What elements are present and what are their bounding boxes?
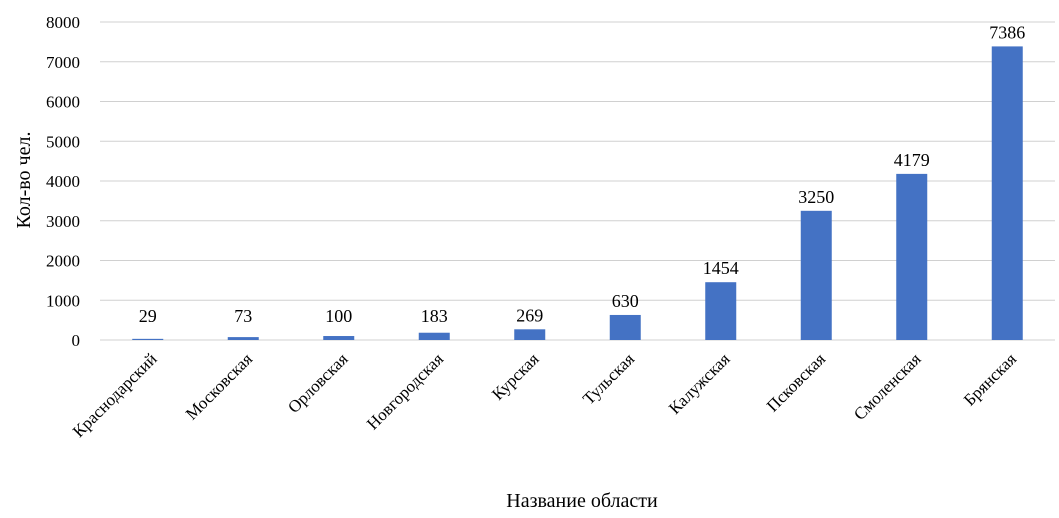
category-label: Московская: [182, 349, 256, 423]
category-label: Тульская: [579, 349, 638, 408]
y-tick-label: 4000: [46, 172, 80, 191]
category-label: Новгородская: [363, 349, 447, 433]
category-label: Псковская: [763, 349, 829, 415]
x-axis-title: Название области: [506, 490, 658, 512]
data-label: 7386: [989, 22, 1025, 42]
data-label: 269: [516, 305, 543, 325]
bar: [227, 337, 259, 340]
bar: [800, 210, 832, 340]
category-label: Смоленская: [850, 349, 925, 424]
data-label: 1454: [703, 258, 739, 278]
gridlines: [100, 21, 1055, 341]
category-label: Калужская: [665, 349, 734, 418]
y-tick-label: 3000: [46, 212, 80, 231]
bar: [896, 173, 928, 340]
bar: [323, 336, 355, 340]
data-label: 630: [612, 291, 639, 311]
bar: [514, 329, 546, 340]
bar: [705, 282, 737, 340]
data-label: 73: [234, 306, 252, 326]
bar: [132, 338, 164, 340]
y-tick-label: 2000: [46, 252, 80, 271]
y-tick-label: 6000: [46, 93, 80, 112]
data-label: 3250: [798, 187, 834, 207]
bar: [418, 332, 450, 340]
y-tick-label: 5000: [46, 132, 80, 151]
bar: [991, 46, 1023, 341]
category-label: Краснодарский: [69, 349, 161, 441]
bars: [132, 46, 1023, 341]
x-axis-categories: Краснодарский Московская Орловская Новгород…: [69, 349, 1020, 441]
data-label: 29: [139, 306, 157, 326]
data-label: 183: [421, 306, 448, 326]
y-tick-label: 1000: [46, 291, 80, 310]
category-label: Курская: [488, 349, 543, 404]
y-tick-label: 7000: [46, 53, 80, 72]
data-label: 100: [325, 306, 352, 326]
data-label: 4179: [894, 150, 930, 170]
y-tick-label: 0: [72, 331, 81, 350]
data-labels: 29 73 100 183 269 630 1454 3250 4179 7386: [139, 22, 1026, 326]
y-axis-title: Кол-во чел.: [13, 132, 35, 229]
category-label: Брянская: [960, 349, 1020, 409]
y-axis-ticks: 0 1000 2000 3000 4000 5000 6000 7000 8000: [46, 13, 80, 350]
bar: [609, 314, 641, 340]
y-tick-label: 8000: [46, 13, 80, 32]
category-label: Орловская: [284, 349, 352, 417]
